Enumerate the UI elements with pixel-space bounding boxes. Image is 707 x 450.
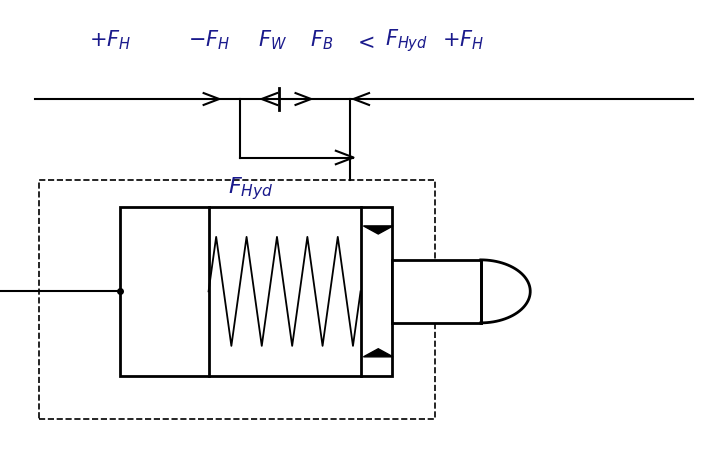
Bar [120,207,392,376]
Bar [39,180,435,418]
Text: $-F_H$: $-F_H$ [187,29,230,52]
Text: $F_W$: $F_W$ [258,29,286,52]
Bar [392,260,481,323]
Text: $+F_H$: $+F_H$ [88,29,131,52]
Polygon shape [363,349,393,357]
Text: $F_{Hyd}$: $F_{Hyd}$ [228,176,274,202]
Text: $+F_H$: $+F_H$ [442,29,484,52]
Text: $F_{Hyd}$: $F_{Hyd}$ [385,27,428,54]
Text: $<$: $<$ [354,33,375,53]
Polygon shape [363,226,393,234]
Text: $F_B$: $F_B$ [310,29,333,52]
